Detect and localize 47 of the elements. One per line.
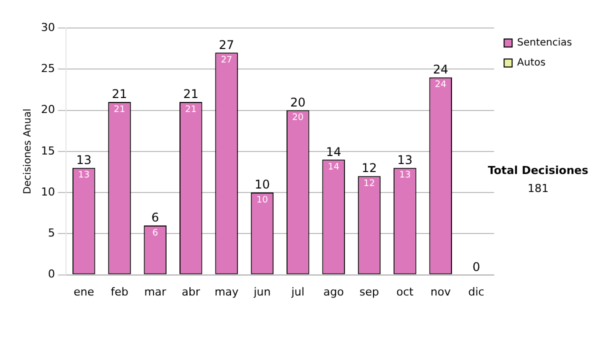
total-label: 0 <box>472 260 480 274</box>
x-tick-label: jun <box>252 285 271 298</box>
legend-label: Autos <box>517 58 546 69</box>
y-tick-label: 0 <box>48 268 55 281</box>
total-label: 21 <box>183 87 199 102</box>
x-tick-label: may <box>214 285 240 298</box>
total-label: 21 <box>112 87 128 102</box>
x-tick-label: feb <box>110 285 128 298</box>
total-label: 10 <box>254 178 270 192</box>
data-label: 21 <box>185 104 197 115</box>
x-tick-label: dic <box>468 285 484 298</box>
data-label: 20 <box>292 113 304 124</box>
y-axis-title: Decisiones Anual <box>22 108 34 194</box>
total-label: 13 <box>397 152 413 167</box>
y-tick-label: 25 <box>40 62 55 75</box>
text: 181 <box>528 182 549 196</box>
data-label: 13 <box>399 170 411 181</box>
x-tick-label: abr <box>182 285 200 298</box>
x-tick-label: ago <box>323 285 344 298</box>
data-label: 10 <box>256 195 268 206</box>
x-tick-label: oct <box>396 285 414 298</box>
x-tick-label: nov <box>430 285 452 298</box>
data-label: 24 <box>434 80 447 90</box>
data-label: 13 <box>78 170 90 181</box>
annotation: Total Decisiones <box>488 164 589 178</box>
total-label: 24 <box>432 62 448 76</box>
data-label: 27 <box>220 56 232 66</box>
total-label: 12 <box>362 161 377 176</box>
data-label: 21 <box>114 104 126 115</box>
x-tick-label: ene <box>74 285 94 298</box>
x-tick-label: jul <box>290 285 304 298</box>
legend-label: Sentencias <box>517 38 572 49</box>
x-tick-label: mar <box>144 285 167 298</box>
y-tick-label: 30 <box>40 20 55 34</box>
total-label: 6 <box>151 210 160 225</box>
x-tick-label: sep <box>360 285 380 298</box>
total-label: 14 <box>326 144 342 159</box>
data-label: 14 <box>328 162 340 172</box>
data-label: 6 <box>152 228 158 238</box>
y-tick-label: 5 <box>48 226 55 240</box>
y-tick-label: 20 <box>40 103 55 116</box>
y-tick-label: 10 <box>40 185 55 198</box>
data-label: 12 <box>364 178 375 189</box>
y-tick-label: 15 <box>40 144 55 158</box>
total-label: 20 <box>290 95 306 110</box>
total-label: 27 <box>218 38 234 52</box>
total-label: 13 <box>76 152 92 167</box>
